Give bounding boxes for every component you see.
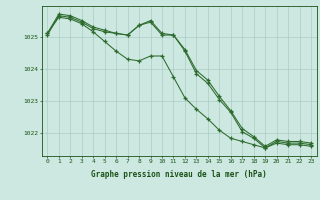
X-axis label: Graphe pression niveau de la mer (hPa): Graphe pression niveau de la mer (hPa) xyxy=(91,170,267,179)
